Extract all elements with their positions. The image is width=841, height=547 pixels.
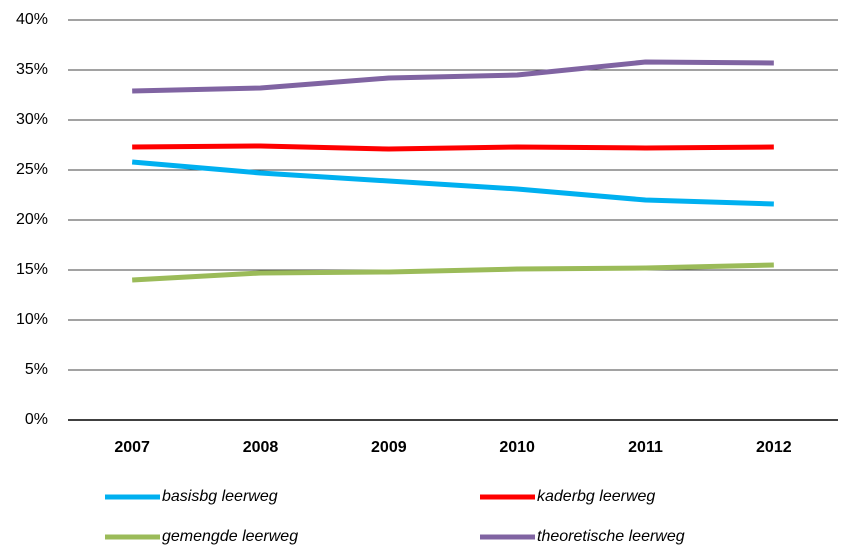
- series-line: [132, 143, 774, 152]
- series-line: [131, 159, 774, 207]
- x-tick-label: 2007: [114, 439, 150, 456]
- y-tick-label: 25%: [16, 161, 48, 178]
- x-tick-label: 2011: [628, 439, 663, 456]
- y-tick-label: 35%: [16, 61, 48, 78]
- series-line: [132, 262, 774, 283]
- y-tick-label: 40%: [16, 11, 48, 28]
- x-tick-label: 2008: [243, 439, 279, 456]
- y-tick-label: 5%: [25, 361, 48, 378]
- series-line: [132, 59, 774, 94]
- y-tick-label: 0%: [25, 411, 48, 428]
- x-tick-label: 2009: [371, 439, 407, 456]
- y-tick-label: 15%: [16, 261, 48, 278]
- legend-label: kaderbg leerweg: [537, 488, 655, 505]
- legend-label: gemengde leerweg: [162, 528, 298, 545]
- x-tick-label: 2012: [756, 439, 792, 456]
- y-tick-label: 10%: [16, 311, 48, 328]
- y-tick-label: 20%: [16, 211, 48, 228]
- legend-label: basisbg leerweg: [162, 488, 278, 505]
- x-tick-label: 2010: [499, 439, 535, 456]
- y-tick-label: 30%: [16, 111, 48, 128]
- legend-label: theoretische leerweg: [537, 528, 685, 545]
